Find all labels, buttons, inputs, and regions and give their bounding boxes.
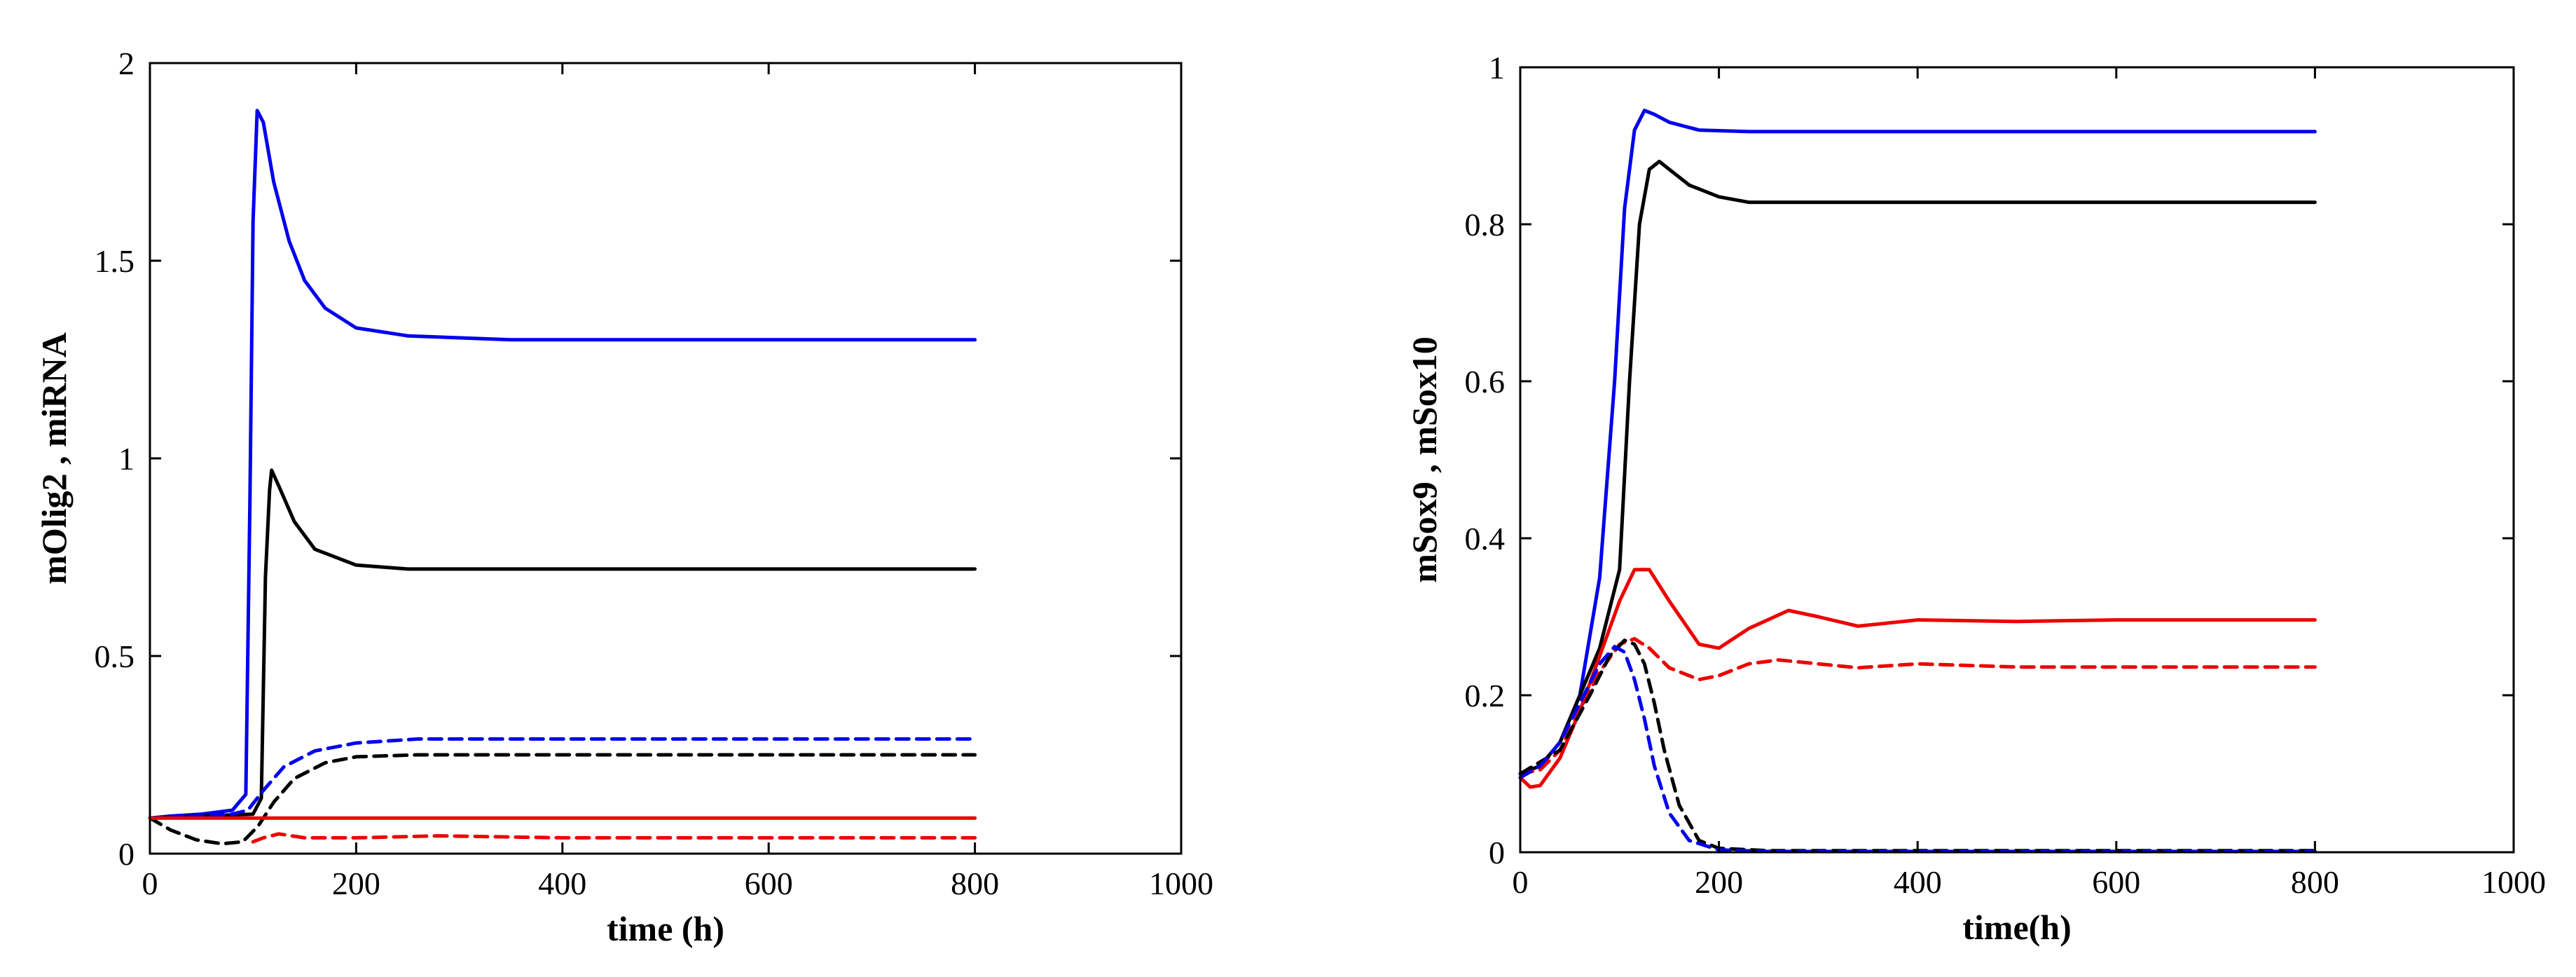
y-tick-label: 0	[1489, 835, 1505, 870]
x-tick-label: 200	[1695, 864, 1743, 900]
series-line-blue-solid	[1518, 109, 2317, 776]
series-line-black-solid	[1518, 159, 2317, 776]
left-plot-panel: 0 200 400 600 800 1000 0 0.5 1 1.5 2 time (h) mOlig2…	[34, 46, 1213, 948]
y-tick-label: 0.2	[1465, 678, 1506, 713]
series-line-black-dashed	[1518, 638, 2317, 853]
series-line-black-solid	[148, 468, 977, 820]
x-axis-label: time(h)	[1962, 908, 2072, 947]
x-tick-label: 600	[745, 866, 793, 901]
series-line-blue-dashed	[1518, 645, 2317, 854]
x-tick-label: 0	[1513, 864, 1529, 900]
x-tick-label: 800	[2291, 864, 2339, 900]
x-tick-label: 600	[2092, 864, 2140, 900]
x-tick-label: 800	[951, 866, 999, 901]
x-tick-label: 0	[142, 866, 158, 901]
x-tick-label: 200	[332, 866, 380, 901]
y-tick-label: 1	[1489, 50, 1505, 86]
y-tick-label: 0.5	[95, 638, 135, 674]
series-line-red-dashed	[251, 832, 977, 844]
series-line-blue-solid	[148, 109, 977, 820]
x-tick-label: 1000	[2481, 864, 2546, 900]
y-tick-label: 0	[118, 836, 135, 872]
y-tick-label: 1	[118, 441, 135, 477]
right-plot-panel: 0 200 400 600 800 1000 0 0.2 0.4 0.6 0.8 1 time(h) mS…	[1405, 50, 2546, 947]
series-line-red-dashed	[1518, 636, 2317, 776]
series-line-black-dashed	[148, 753, 977, 846]
axes-frame	[149, 62, 1183, 855]
y-tick-label: 1.5	[95, 243, 135, 279]
x-axis-label: time (h)	[607, 909, 724, 948]
y-tick-label: 2	[118, 46, 135, 81]
y-tick-label: 0.4	[1465, 521, 1506, 556]
series-line-blue-dashed	[148, 737, 977, 820]
y-tick-label: 0.8	[1465, 207, 1506, 242]
axes-frame	[1519, 66, 2515, 854]
y-tick-label: 0.6	[1465, 364, 1506, 399]
x-tick-label: 1000	[1149, 866, 1213, 901]
y-axis-label: mSox9 , mSox10	[1405, 336, 1444, 582]
x-tick-label: 400	[538, 866, 586, 901]
series-line-red-solid	[1518, 568, 2317, 789]
x-tick-label: 400	[1894, 864, 1942, 900]
y-axis-label: mOlig2 , miRNA	[34, 332, 74, 585]
